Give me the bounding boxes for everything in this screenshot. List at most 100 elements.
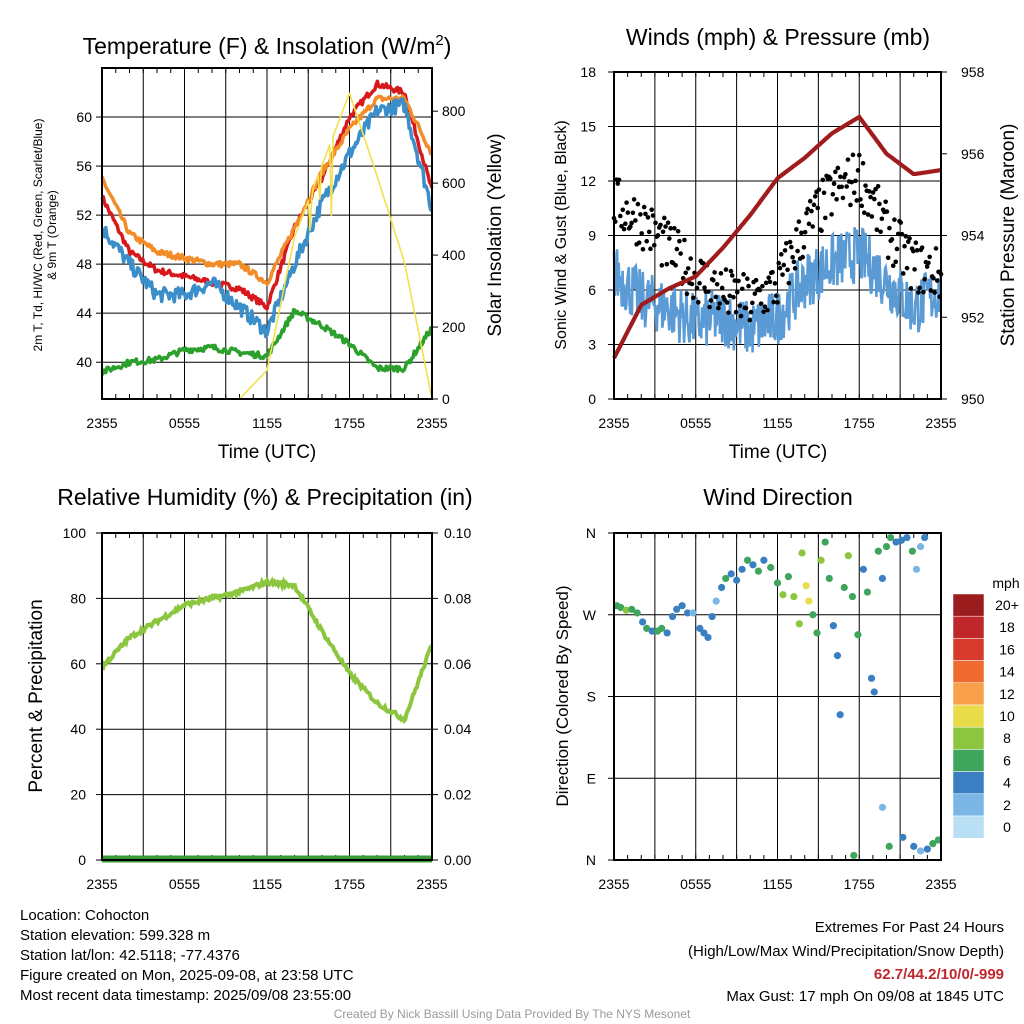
gust-point <box>624 200 629 205</box>
gust-point <box>729 273 735 278</box>
gust-point <box>816 187 822 192</box>
gust-point <box>911 248 916 254</box>
gust-point <box>762 304 768 309</box>
gust-point <box>781 262 787 268</box>
x-tick-label: 2355 <box>598 876 629 892</box>
y2-tick-label: 0.02 <box>444 787 471 803</box>
series-temp_9m-line <box>100 94 433 286</box>
gust-point <box>664 261 670 267</box>
gust-point <box>731 294 736 300</box>
gust-point <box>933 246 939 251</box>
recent-data-text: Most recent data timestamp: 2025/09/08 2… <box>20 987 352 1004</box>
y2-tick-label: 600 <box>442 175 466 191</box>
gust-point <box>635 201 641 207</box>
gust-point <box>697 280 702 286</box>
gust-point <box>931 275 936 281</box>
direction-point <box>912 565 921 573</box>
direction-point <box>813 629 821 637</box>
y2-tick-label: 958 <box>961 64 985 80</box>
gust-point <box>902 243 907 249</box>
gust-point <box>830 191 836 197</box>
x-axis-label: Time (UTC) <box>218 442 317 463</box>
gust-point <box>655 233 661 238</box>
gust-point <box>784 240 789 246</box>
gust-point <box>850 152 856 158</box>
y-tick-label: 9 <box>588 228 596 244</box>
y2-tick-label: 0.00 <box>444 852 471 868</box>
gust-point <box>677 238 682 244</box>
direction-point <box>658 624 666 632</box>
y-tick-label: 100 <box>63 525 87 541</box>
credit-text: Created By Nick Bassill Using Data Provi… <box>333 1007 691 1021</box>
gust-point <box>875 183 881 189</box>
gust-point <box>650 213 656 218</box>
gust-point <box>903 233 909 239</box>
direction-point <box>663 629 671 637</box>
direction-point <box>850 851 858 860</box>
gust-point <box>724 300 730 305</box>
gust-point <box>640 246 646 252</box>
legend-label: 14 <box>999 664 1015 680</box>
y-tick-label: 60 <box>70 656 86 672</box>
gust-point <box>684 291 690 297</box>
series-rh-line <box>100 576 434 725</box>
gust-point <box>782 248 788 253</box>
gust-point <box>908 286 914 291</box>
gust-point <box>883 199 888 205</box>
x-tick-label: 0555 <box>680 415 711 431</box>
gust-point <box>757 287 763 293</box>
series-heat_index-line <box>101 97 433 339</box>
direction-point <box>886 533 895 542</box>
gust-point <box>761 309 766 315</box>
gust-point <box>889 237 895 242</box>
direction-point <box>648 627 656 635</box>
x-tick-label: 0555 <box>169 876 200 892</box>
y2-tick-label: 800 <box>442 103 466 119</box>
gust-point <box>663 224 668 229</box>
gust-point <box>919 245 925 250</box>
y-tick-label: E <box>587 770 596 786</box>
series-temp-line <box>100 79 434 311</box>
direction-point <box>712 597 720 605</box>
x-tick-label: 2355 <box>86 876 117 892</box>
gust-point <box>695 300 701 305</box>
gust-point <box>895 231 901 237</box>
x-tick-label: 2355 <box>86 415 117 431</box>
panel-3: 2355 0555 1155 1755 23550204060801000.000.02… <box>26 484 473 892</box>
y-tick-label: 6 <box>588 282 596 298</box>
direction-point <box>833 652 842 660</box>
gust-point <box>926 260 931 266</box>
direction-point <box>673 605 681 613</box>
extremes-values: 62.7/44.2/10/0/-999 <box>873 966 1004 983</box>
direction-point <box>878 803 887 811</box>
gust-point <box>707 304 712 310</box>
gust-point <box>795 248 800 254</box>
gust-point <box>717 301 722 306</box>
x-tick-label: 2355 <box>925 876 956 892</box>
x-tick-label: 1755 <box>334 876 365 892</box>
direction-point <box>643 624 651 632</box>
x-tick-label: 1155 <box>252 415 282 431</box>
x-tick-label: 2355 <box>598 415 629 431</box>
gust-point <box>917 285 922 291</box>
gust-point <box>848 202 853 208</box>
gust-point <box>844 184 849 189</box>
gust-point <box>838 174 843 180</box>
plot-border <box>613 71 942 400</box>
gust-point <box>727 293 733 299</box>
gust-point <box>872 196 877 202</box>
gust-point <box>858 197 863 202</box>
plot-border <box>613 532 942 861</box>
y-axis-label: Percent & Precipitation <box>26 599 47 792</box>
panel-2: 2355 0555 1155 1755 235503691215189509529549… <box>553 24 1019 463</box>
x-tick-label: 0555 <box>680 876 711 892</box>
gust-point <box>648 246 653 252</box>
gust-point <box>667 236 672 241</box>
gust-point <box>713 294 719 300</box>
gust-point <box>689 281 695 287</box>
legend-label: 18 <box>999 619 1015 635</box>
gust-point <box>748 309 754 315</box>
y-axis-label: Direction (Colored By Speed) <box>553 585 572 806</box>
gust-point <box>874 227 880 232</box>
direction-point <box>795 620 803 628</box>
